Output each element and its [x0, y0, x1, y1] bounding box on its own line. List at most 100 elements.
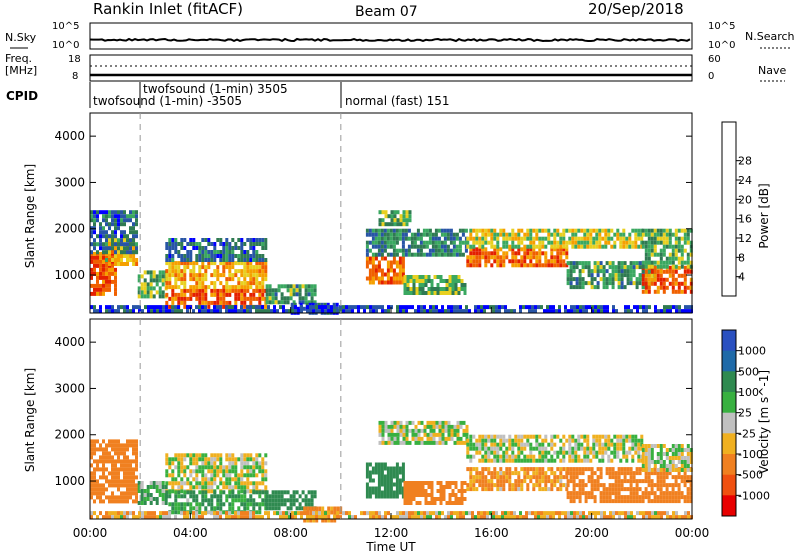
power-cell — [538, 255, 542, 260]
power-cell — [683, 281, 687, 286]
power-cell — [126, 305, 129, 310]
power-cell — [387, 222, 391, 227]
power-cell — [662, 289, 666, 294]
velocity-cell — [219, 506, 223, 511]
power-cell — [595, 244, 599, 249]
velocity-cell — [487, 454, 491, 459]
velocity-cell — [198, 469, 202, 474]
velocity-cell — [453, 432, 457, 437]
power-cell — [374, 232, 378, 237]
power-cell — [137, 278, 141, 283]
velocity-cell — [300, 515, 303, 520]
velocity-cell — [441, 436, 445, 441]
power-cell — [108, 210, 111, 215]
power-cell — [108, 246, 111, 251]
velocity-cell — [645, 511, 648, 516]
power-cell — [433, 291, 437, 295]
power-cell — [210, 250, 214, 254]
velocity-cell — [152, 485, 156, 489]
velocity-cell — [237, 485, 241, 490]
power-cell — [195, 246, 199, 250]
power-cell — [180, 292, 184, 297]
velocity-cell — [659, 475, 663, 480]
velocity-cell — [225, 473, 229, 478]
velocity-cell — [228, 457, 232, 462]
velocity-cell — [633, 515, 636, 520]
velocity-cell — [442, 493, 446, 497]
power-cell — [219, 281, 223, 286]
velocity-cell — [195, 515, 198, 520]
power-cell — [300, 305, 303, 310]
velocity-cell — [369, 511, 372, 516]
velocity-cell — [378, 420, 382, 425]
velocity-cell — [460, 493, 464, 497]
velocity-cell — [689, 448, 693, 452]
power-cell — [293, 302, 297, 307]
velocity-cell — [408, 515, 411, 520]
power-cell — [132, 210, 135, 215]
velocity-cell — [535, 467, 539, 472]
power-cell — [243, 277, 247, 282]
power-cell — [622, 236, 626, 241]
power-cell — [129, 250, 132, 255]
power-cell — [523, 232, 527, 237]
velocity-cell — [126, 479, 129, 484]
power-cell — [535, 244, 539, 249]
velocity-cell — [641, 479, 645, 484]
velocity-cell — [140, 501, 144, 505]
velocity-cell — [579, 515, 582, 520]
power-cell — [108, 309, 111, 314]
velocity-ytick-label: 2000 — [54, 428, 85, 442]
velocity-cell — [599, 471, 603, 476]
velocity-cell — [231, 469, 235, 474]
velocity-cell — [680, 448, 684, 452]
velocity-cell — [114, 471, 117, 476]
power-cell — [665, 260, 669, 265]
power-cell — [222, 242, 226, 246]
power-cell — [265, 288, 269, 293]
power-cell — [114, 254, 117, 258]
power-cell — [421, 279, 425, 283]
power-cell — [90, 214, 93, 219]
power-cell — [237, 254, 241, 258]
power-cell — [274, 296, 278, 301]
power-cell — [442, 291, 446, 295]
power-cell — [408, 305, 411, 310]
power-cell — [93, 283, 96, 288]
velocity-cell — [604, 450, 608, 455]
power-cell — [402, 214, 406, 219]
velocity-cell — [309, 515, 312, 520]
power-cell — [114, 214, 117, 219]
power-cell — [174, 269, 178, 274]
power-cell — [583, 228, 587, 233]
power-cell — [543, 309, 546, 314]
x-tick-label: 20:00 — [574, 526, 609, 540]
power-cell — [571, 240, 575, 245]
power-cell — [309, 309, 312, 314]
velocity-cell — [592, 454, 596, 459]
power-cell — [487, 232, 491, 237]
velocity-cell — [96, 459, 99, 464]
power-cell — [201, 309, 204, 314]
velocity-cell — [478, 475, 482, 480]
power-cell — [571, 244, 575, 249]
power-cell — [249, 296, 253, 301]
velocity-cell — [381, 428, 385, 433]
power-cell — [249, 242, 253, 246]
power-cell — [261, 285, 265, 290]
velocity-cell — [472, 446, 476, 451]
velocity-cell — [641, 495, 645, 500]
power-cell — [261, 277, 265, 282]
power-cell — [165, 292, 169, 297]
power-cell — [581, 285, 585, 290]
velocity-cell — [538, 450, 542, 455]
power-cell — [404, 228, 408, 233]
velocity-cell — [304, 494, 308, 499]
power-cell — [399, 222, 403, 227]
power-cell — [392, 248, 396, 253]
power-cell — [171, 296, 175, 301]
power-cell — [90, 242, 93, 247]
velocity-cell — [592, 446, 596, 451]
velocity-cell — [478, 442, 482, 447]
